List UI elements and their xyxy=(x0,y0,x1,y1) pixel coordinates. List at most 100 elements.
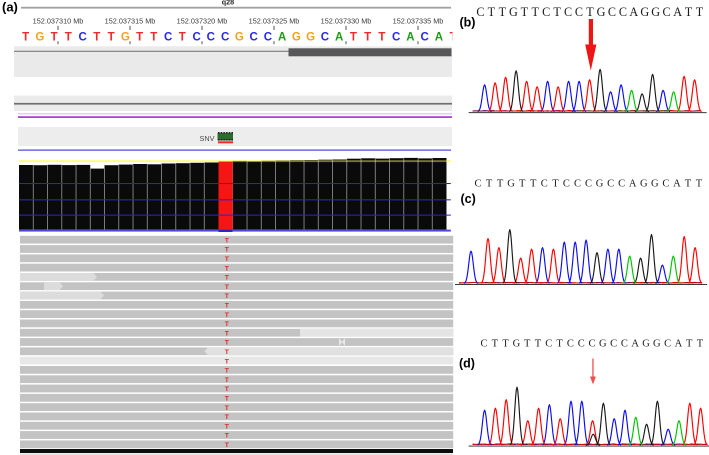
svg-text:G: G xyxy=(651,5,660,19)
svg-text:q28: q28 xyxy=(222,0,234,7)
svg-text:T: T xyxy=(150,32,157,44)
svg-text:T: T xyxy=(225,340,230,347)
svg-text:G: G xyxy=(509,5,518,19)
svg-text:C: C xyxy=(575,5,583,19)
svg-text:T: T xyxy=(492,339,499,350)
svg-text:C: C xyxy=(663,5,671,19)
svg-text:T: T xyxy=(225,312,230,319)
svg-text:T: T xyxy=(697,339,704,350)
svg-text:C: C xyxy=(610,339,617,350)
svg-text:T: T xyxy=(225,442,230,449)
svg-text:C: C xyxy=(567,339,574,350)
svg-text:C: C xyxy=(264,32,272,44)
svg-text:T: T xyxy=(696,179,703,190)
svg-text:C: C xyxy=(249,32,257,44)
svg-text:T: T xyxy=(225,377,230,384)
svg-text:T: T xyxy=(51,32,58,44)
svg-text:T: T xyxy=(556,339,563,350)
svg-text:T: T xyxy=(225,349,230,356)
svg-text:T: T xyxy=(225,405,230,412)
svg-text:T: T xyxy=(225,247,230,254)
svg-text:C: C xyxy=(578,339,585,350)
svg-text:A: A xyxy=(278,32,286,44)
svg-text:(a): (a) xyxy=(2,0,18,15)
svg-text:T: T xyxy=(499,5,507,19)
svg-text:T: T xyxy=(378,32,385,44)
svg-text:(b): (b) xyxy=(460,16,476,30)
svg-text:G: G xyxy=(640,5,649,19)
svg-text:SNV: SNV xyxy=(199,134,214,143)
svg-text:C: C xyxy=(480,339,487,350)
svg-text:C: C xyxy=(164,32,172,44)
svg-text:T: T xyxy=(225,414,230,421)
svg-text:T: T xyxy=(225,284,230,291)
svg-text:C: C xyxy=(78,32,86,44)
svg-text:T: T xyxy=(535,339,542,350)
svg-text:T: T xyxy=(225,368,230,375)
svg-text:T: T xyxy=(179,32,186,44)
svg-text:G: G xyxy=(513,339,521,350)
svg-text:C: C xyxy=(608,5,616,19)
svg-text:T: T xyxy=(364,32,371,44)
svg-text:A: A xyxy=(675,339,683,350)
svg-text:G: G xyxy=(651,179,659,190)
svg-text:A: A xyxy=(435,32,443,44)
svg-text:G: G xyxy=(292,32,301,44)
svg-text:T: T xyxy=(225,237,230,244)
svg-text:T: T xyxy=(686,339,693,350)
svg-text:T: T xyxy=(488,5,496,19)
svg-text:T: T xyxy=(225,303,230,310)
svg-text:G: G xyxy=(121,32,130,44)
svg-text:T: T xyxy=(519,179,526,190)
svg-text:T: T xyxy=(225,358,230,365)
svg-text:C: C xyxy=(585,179,592,190)
svg-text:C: C xyxy=(564,5,572,19)
svg-text:152.037330 Mb: 152.037330 Mb xyxy=(321,17,372,26)
svg-text:G: G xyxy=(507,179,515,190)
svg-text:C: C xyxy=(662,179,669,190)
svg-text:T: T xyxy=(136,32,143,44)
svg-text:C: C xyxy=(563,179,570,190)
svg-text:A: A xyxy=(629,179,637,190)
svg-text:C: C xyxy=(392,32,400,44)
svg-text:C: C xyxy=(420,32,428,44)
svg-text:T: T xyxy=(552,179,559,190)
svg-text:T: T xyxy=(225,396,230,403)
svg-text:T: T xyxy=(225,423,230,430)
svg-text:T: T xyxy=(225,330,230,337)
svg-text:152.037325 Mb: 152.037325 Mb xyxy=(249,17,300,26)
svg-text:C: C xyxy=(545,339,552,350)
svg-text:T: T xyxy=(586,5,594,19)
svg-text:T: T xyxy=(225,265,230,272)
svg-text:A: A xyxy=(406,32,414,44)
svg-text:T: T xyxy=(65,32,72,44)
svg-text:T: T xyxy=(108,32,115,44)
svg-text:C: C xyxy=(607,179,614,190)
svg-text:G: G xyxy=(235,32,244,44)
svg-text:T: T xyxy=(497,179,504,190)
svg-text:T: T xyxy=(685,179,692,190)
svg-text:G: G xyxy=(35,32,44,44)
svg-text:T: T xyxy=(685,5,693,19)
svg-text:C: C xyxy=(192,32,200,44)
svg-text:C: C xyxy=(574,179,581,190)
svg-text:C: C xyxy=(618,179,625,190)
svg-text:T: T xyxy=(486,179,493,190)
svg-text:T: T xyxy=(93,32,100,44)
svg-text:A: A xyxy=(673,179,681,190)
svg-text:G: G xyxy=(599,339,607,350)
svg-text:C: C xyxy=(221,32,229,44)
svg-text:C: C xyxy=(664,339,671,350)
svg-text:A: A xyxy=(631,339,639,350)
svg-text:T: T xyxy=(225,321,230,328)
svg-text:T: T xyxy=(521,5,529,19)
svg-text:G: G xyxy=(306,32,315,44)
svg-text:C: C xyxy=(541,179,548,190)
svg-text:G: G xyxy=(642,339,650,350)
svg-text:T: T xyxy=(502,339,509,350)
svg-text:T: T xyxy=(225,386,230,393)
svg-text:T: T xyxy=(225,256,230,263)
svg-text:G: G xyxy=(640,179,648,190)
svg-text:A: A xyxy=(335,32,343,44)
svg-text:(c): (c) xyxy=(461,192,476,206)
